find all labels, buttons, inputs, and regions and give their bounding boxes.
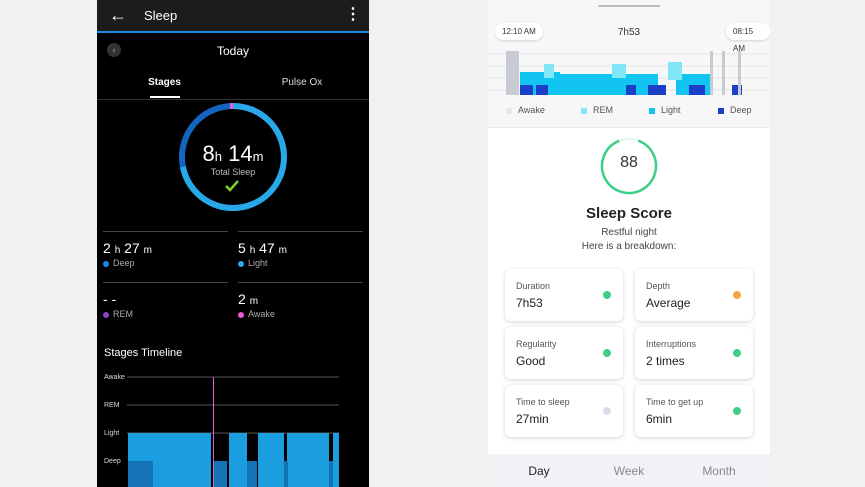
level-label-light: Light xyxy=(104,430,119,437)
end-time-chip: 08:15 AM xyxy=(726,23,770,53)
divider xyxy=(103,231,228,232)
legend-rem: REM xyxy=(581,105,613,115)
stat-awake-value: 2 m xyxy=(238,291,259,307)
stat-deep-label: Deep xyxy=(113,258,135,268)
stages-timeline-title: Stages Timeline xyxy=(104,347,183,359)
stat-rem-label: REM xyxy=(113,309,133,319)
card-time-to-sleep[interactable]: Time to sleep 27min xyxy=(505,385,623,437)
rem-swatch-icon xyxy=(581,107,587,114)
status-dot-icon xyxy=(603,291,611,299)
sleep-duration-label: 7h53 xyxy=(617,27,641,38)
back-arrow-icon[interactable]: ← xyxy=(109,5,127,25)
light-swatch-icon xyxy=(649,107,655,114)
stat-rem-value: - - xyxy=(103,291,117,307)
previous-day-button[interactable]: ‹ xyxy=(107,43,121,57)
stat-rem: - - REM xyxy=(103,291,133,319)
status-dot-icon xyxy=(733,407,741,415)
sleep-app-dark-screen: ← Sleep ⋮ ‹ Today Stages Pulse Ox 8h 14m… xyxy=(97,0,369,487)
status-dot-icon xyxy=(733,291,741,299)
sleep-score-ring xyxy=(600,137,658,195)
active-tab-indicator xyxy=(150,96,180,98)
sleep-score-light-screen: 12:10 AM 7h53 08:15 AM xyxy=(488,0,770,487)
divider xyxy=(488,127,770,128)
nav-day[interactable]: Day xyxy=(528,464,550,478)
stat-light: 5 h 47 m Light xyxy=(238,240,287,268)
tab-pulse-ox[interactable]: Pulse Ox xyxy=(281,77,323,88)
light-dot-icon xyxy=(238,260,244,267)
checkmark-icon xyxy=(225,180,239,192)
rem-dot-icon xyxy=(103,311,109,318)
sleep-score-subtitle: Restful night Here is a breakdown: xyxy=(581,227,677,252)
deep-dot-icon xyxy=(103,260,109,267)
card-time-to-get-up[interactable]: Time to get up 6min xyxy=(635,385,753,437)
start-time-chip: 12:10 AM xyxy=(495,23,543,40)
card-duration[interactable]: Duration 7h53 xyxy=(505,269,623,321)
total-sleep-label: Total Sleep xyxy=(210,167,256,177)
total-sleep-value: 8h 14m xyxy=(202,141,264,166)
status-dot-icon xyxy=(733,349,741,357)
more-options-icon[interactable]: ⋮ xyxy=(345,6,361,23)
status-dot-icon xyxy=(603,407,611,415)
card-interruptions[interactable]: Interruptions 2 times xyxy=(635,327,753,379)
page-title: Sleep xyxy=(144,8,178,23)
tab-stages[interactable]: Stages xyxy=(148,77,181,88)
legend-light: Light xyxy=(649,105,681,115)
level-label-deep: Deep xyxy=(104,458,121,465)
card-regularity[interactable]: Regularity Good xyxy=(505,327,623,379)
stat-awake: 2 m Awake xyxy=(238,291,275,319)
deep-swatch-icon xyxy=(718,107,724,114)
level-label-rem: REM xyxy=(104,402,120,409)
divider xyxy=(238,282,363,283)
card-depth[interactable]: Depth Average xyxy=(635,269,753,321)
sleep-score-value: 88 xyxy=(620,154,638,171)
app-header: ← Sleep ⋮ xyxy=(97,0,369,33)
legend-deep: Deep xyxy=(718,105,752,115)
stat-light-label: Light xyxy=(248,258,268,268)
bottom-nav: Day Week Month xyxy=(488,454,770,487)
legend-awake: Awake xyxy=(506,105,545,115)
nav-month[interactable]: Month xyxy=(702,464,736,478)
awake-dot-icon xyxy=(238,311,244,318)
awake-swatch-icon xyxy=(506,107,512,114)
stat-deep: 2 h 27 m Deep xyxy=(103,240,152,268)
sleep-score-title: Sleep Score xyxy=(586,205,672,222)
divider xyxy=(238,231,363,232)
status-dot-icon xyxy=(603,349,611,357)
drag-handle[interactable] xyxy=(598,5,660,7)
stat-deep-value: 2 h 27 m xyxy=(103,240,152,256)
sleep-stages-chart xyxy=(488,51,770,95)
nav-week[interactable]: Week xyxy=(613,464,645,478)
stat-light-value: 5 h 47 m xyxy=(238,240,287,256)
date-label: Today xyxy=(216,44,250,58)
stat-awake-label: Awake xyxy=(248,309,275,319)
total-sleep-ring xyxy=(179,103,287,211)
level-label-awake: Awake xyxy=(104,374,125,381)
divider xyxy=(103,282,228,283)
stages-timeline-chart: Awake REM Light Deep xyxy=(104,374,339,487)
tabs-divider xyxy=(97,99,369,100)
